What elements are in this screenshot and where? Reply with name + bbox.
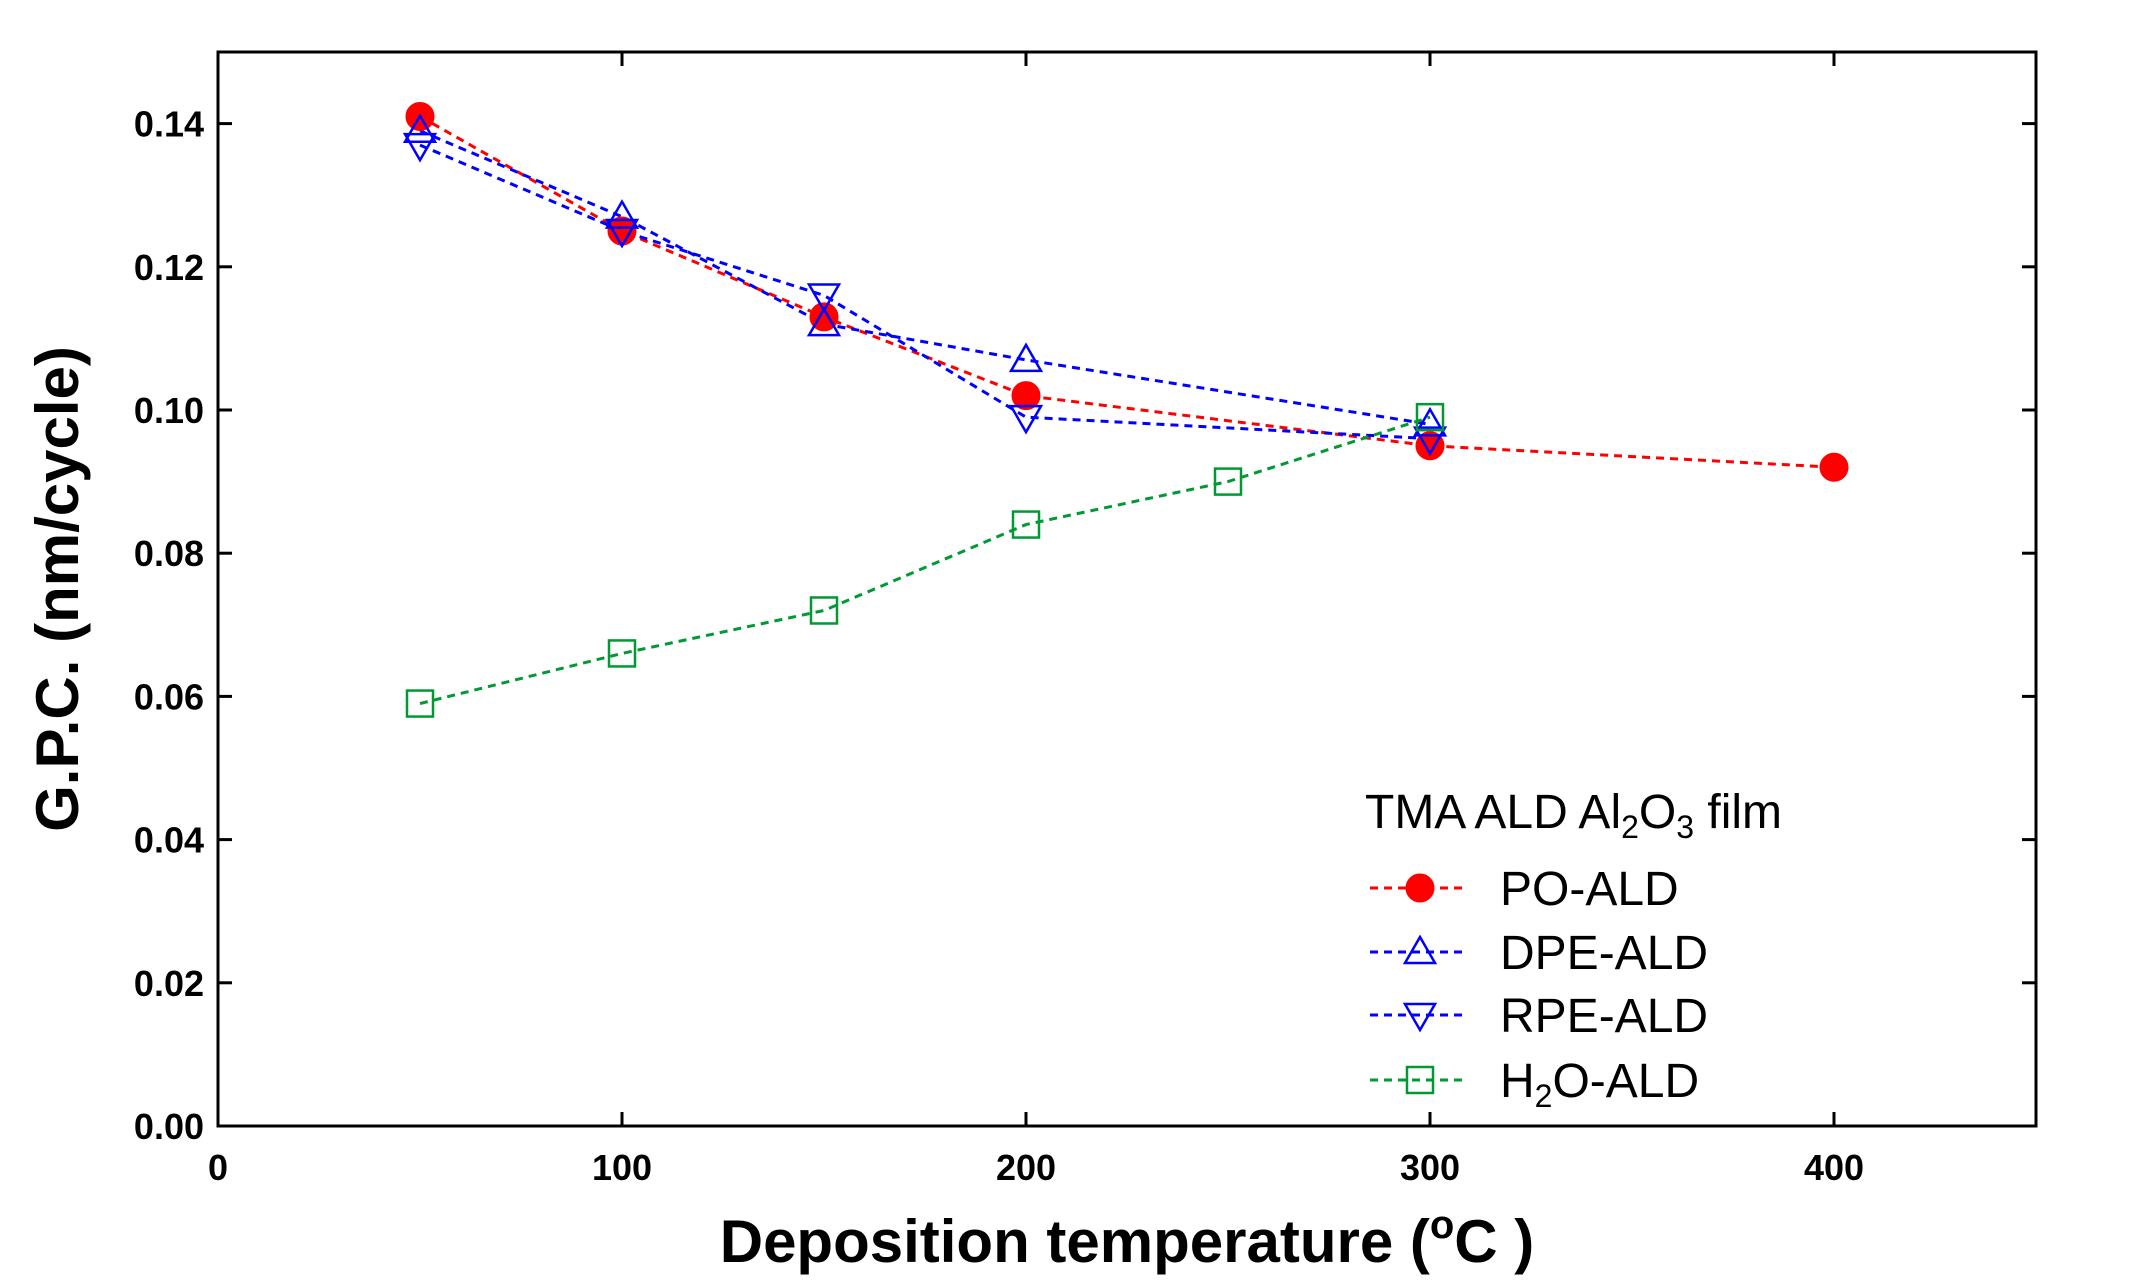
- data-point-rpe-ald: [1008, 404, 1044, 435]
- data-point-dpe-ald: [1412, 406, 1448, 437]
- data-point-dpe-ald: [402, 113, 438, 144]
- axis-ticks: [216, 52, 2036, 1128]
- text-part: PO-ALD: [1500, 863, 1679, 916]
- plot-frame: [216, 50, 2038, 1128]
- legend-entry-po-ald: PO-ALD: [1370, 863, 1679, 916]
- x-axis-title-degree: o: [1430, 1203, 1454, 1247]
- data-point-po-ald: [1819, 452, 1849, 482]
- x-tick-label: 400: [1804, 1147, 1864, 1188]
- legend: TMA ALD Al2O3 film PO-ALDDPE-ALDRPE-ALDH…: [1365, 786, 1782, 1114]
- legend-entries: PO-ALD DPE-ALD RPE-ALD H2O-ALD: [1370, 863, 1708, 1114]
- data-point-rpe-ald: [604, 218, 640, 249]
- y-tick-label: 0.04: [134, 820, 204, 861]
- y-tick-label: 0.00: [134, 1106, 204, 1147]
- series-line-h2o-ald: [419, 415, 1431, 706]
- data-point-h2o-ald: [1213, 467, 1243, 496]
- y-tick-label: 0.02: [134, 963, 204, 1004]
- data-point-dpe-ald: [806, 306, 842, 337]
- text-part: film: [1694, 786, 1782, 839]
- text-part: DPE-ALD: [1500, 927, 1708, 980]
- text-part: O-ALD: [1552, 1055, 1699, 1108]
- legend-label: RPE-ALD: [1500, 990, 1708, 1043]
- x-tick-label: 0: [208, 1147, 228, 1188]
- data-point-dpe-ald: [1008, 342, 1044, 373]
- legend-entry-h2o-ald: H2O-ALD: [1370, 1055, 1699, 1114]
- y-tick-label: 0.10: [134, 390, 204, 431]
- text-part: TMA ALD Al: [1365, 786, 1621, 839]
- data-point-dpe-ald: [604, 199, 640, 229]
- legend-marker: [1402, 934, 1438, 965]
- x-axis-title-unit: C ): [1454, 1208, 1534, 1275]
- data-point-h2o-ald: [1011, 510, 1041, 539]
- legend-marker: [1405, 873, 1435, 903]
- x-axis-title: Deposition temperature (oC ): [720, 1203, 1535, 1275]
- data-point-po-ald: [1415, 431, 1445, 461]
- data-point-po-ald: [1011, 381, 1041, 411]
- data-point-rpe-ald: [1412, 426, 1448, 457]
- x-tick-label: 200: [996, 1147, 1056, 1188]
- data-point-rpe-ald: [806, 283, 842, 313]
- y-tick-label: 0.06: [134, 676, 204, 717]
- subscript: 2: [1535, 1078, 1553, 1114]
- y-tick-label: 0.08: [134, 533, 204, 574]
- text-part: H: [1500, 1055, 1535, 1108]
- x-tick-label: 300: [1400, 1147, 1460, 1188]
- legend-title: TMA ALD Al2O3 film: [1365, 786, 1782, 845]
- y-axis-title: G.P.C. (nm/cycle): [24, 346, 91, 832]
- data-point-h2o-ald: [809, 596, 839, 625]
- data-point-h2o-ald: [405, 689, 435, 718]
- legend-label: DPE-ALD: [1500, 927, 1708, 980]
- x-axis-title-main: Deposition temperature (: [720, 1208, 1430, 1275]
- series-lines: [419, 115, 1835, 706]
- subscript: 3: [1676, 809, 1694, 845]
- legend-marker: [1405, 1065, 1435, 1095]
- legend-entry-dpe-ald: DPE-ALD: [1370, 927, 1708, 980]
- series-line-po-ald: [419, 115, 1835, 469]
- data-point-po-ald: [809, 302, 839, 332]
- data-point-rpe-ald: [402, 132, 438, 163]
- series-line-rpe-ald: [419, 143, 1431, 441]
- data-point-h2o-ald: [1415, 402, 1445, 432]
- data-point-h2o-ald: [607, 639, 637, 668]
- legend-label: H2O-ALD: [1500, 1055, 1699, 1114]
- text-part: O: [1639, 786, 1676, 839]
- legend-marker: [1402, 1002, 1438, 1033]
- y-tick-label: 0.12: [134, 247, 204, 288]
- series-markers: [402, 101, 1849, 718]
- axis-tick-labels: 0 100 200 300 400 0.00 0.02 0.04 0.06 0.08 0.10 0.1…: [134, 104, 1864, 1188]
- legend-label: PO-ALD: [1500, 863, 1679, 916]
- series-line-dpe-ald: [419, 129, 1431, 426]
- x-tick-label: 100: [592, 1147, 652, 1188]
- text-part: RPE-ALD: [1500, 990, 1708, 1043]
- y-tick-label: 0.14: [134, 104, 204, 145]
- legend-entry-rpe-ald: RPE-ALD: [1370, 990, 1708, 1043]
- subscript: 2: [1621, 809, 1639, 845]
